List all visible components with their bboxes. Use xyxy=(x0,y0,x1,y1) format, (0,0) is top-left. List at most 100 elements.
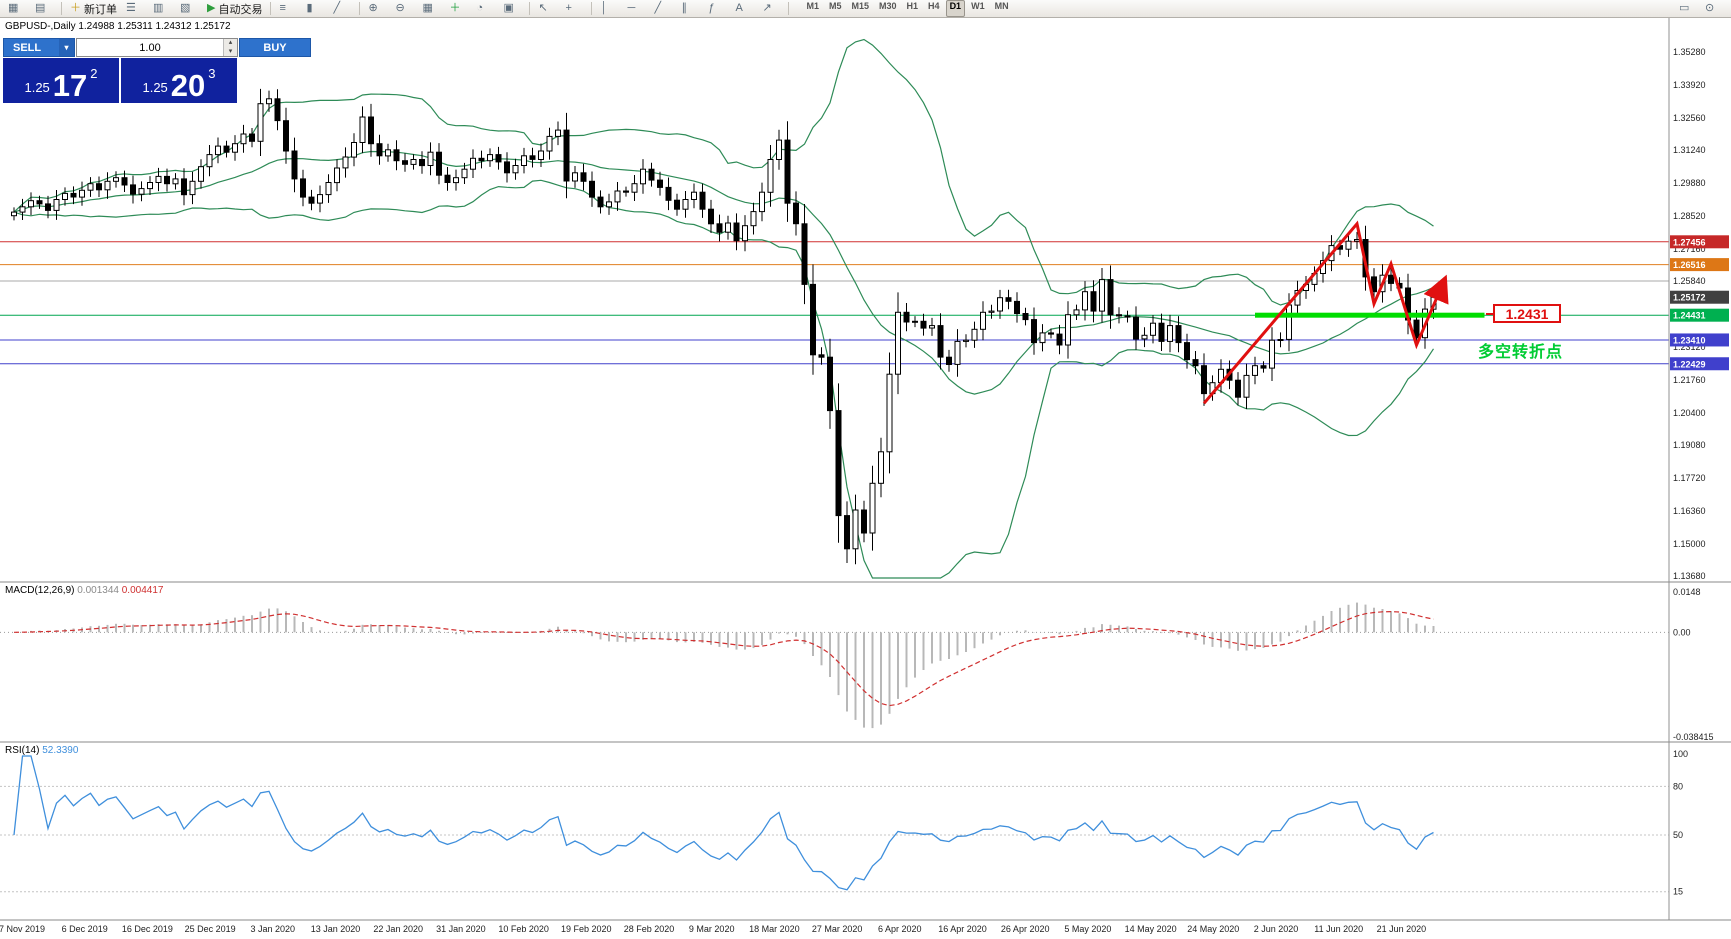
arrows-icon[interactable]: ↗ xyxy=(762,2,772,14)
date-axis-label: 14 May 2020 xyxy=(1125,924,1177,934)
ask-price-big: 20 xyxy=(170,67,206,103)
toolbar-separator xyxy=(788,2,790,15)
price-level-annotation[interactable]: 1.2431 xyxy=(1486,304,1561,323)
macd-signal-line xyxy=(13,610,1434,707)
timeframe-m30[interactable]: M30 xyxy=(879,1,897,11)
fibonacci-icon[interactable]: ƒ xyxy=(708,2,715,14)
zoom-in-icon[interactable]: ⊕ xyxy=(368,2,378,14)
navigator-icon[interactable]: ▧ xyxy=(180,2,191,14)
price-axis-tick: 1.33920 xyxy=(1673,80,1706,90)
profiles-icon[interactable]: ▤ xyxy=(35,2,46,14)
macd-indicator-label: MACD(12,26,9) 0.001344 0.004417 xyxy=(5,585,164,596)
price-axis-tick: 1.20400 xyxy=(1673,408,1706,418)
support-level-segment[interactable] xyxy=(1255,312,1485,318)
price-axis-tick: 1.32560 xyxy=(1673,113,1706,123)
sell-button[interactable]: SELL ▾ xyxy=(3,38,75,57)
timeframe-h4[interactable]: H4 xyxy=(928,1,940,11)
timeframe-toolbar: M1 M5 M15 M30 H1 H4 D1 W1 MN xyxy=(801,0,1013,17)
price-tag xyxy=(1670,290,1729,304)
bid-price-button[interactable]: 1.25 17 2 xyxy=(3,58,119,103)
timeframe-m5[interactable]: M5 xyxy=(828,1,842,11)
chart-canvas[interactable]: 0.0148 0.00 -0.038415 100 80 50 15 1.35280 1.339… xyxy=(0,18,1731,939)
toolbar-right-icons: ▭ ⊙ xyxy=(1675,0,1727,18)
timeframe-m15[interactable]: M15 xyxy=(851,1,870,11)
market-watch-icon[interactable]: ☰ xyxy=(126,2,136,14)
bollinger-lower-band xyxy=(13,179,1435,579)
timeframe-m1[interactable]: M1 xyxy=(806,1,819,11)
horizontal-line-icon[interactable]: ─ xyxy=(627,2,636,14)
date-axis-label: 6 Apr 2020 xyxy=(878,924,922,934)
volume-input[interactable] xyxy=(77,39,223,56)
data-window-icon[interactable]: ▥ xyxy=(153,2,164,14)
candlesticks xyxy=(11,88,1437,565)
symbol-ohlc-info: GBPUSD-,Daily 1.24988 1.25311 1.24312 1.… xyxy=(5,21,231,32)
date-axis-label: 10 Feb 2020 xyxy=(498,924,549,934)
bid-price-big: 17 xyxy=(52,67,88,103)
price-axis-tick: 1.19080 xyxy=(1673,440,1706,450)
volume-spinner: ▴ ▾ xyxy=(223,39,237,56)
new-chart-icon[interactable]: ▦ xyxy=(8,2,19,14)
macd-axis-label: -0.038415 xyxy=(1673,732,1714,742)
tile-windows-icon[interactable]: ▦ xyxy=(422,2,433,14)
buy-button[interactable]: BUY xyxy=(239,38,311,57)
date-axis-label: 24 May 2020 xyxy=(1187,924,1239,934)
ask-price-small: 1.25 xyxy=(142,80,168,95)
indicators-icon[interactable]: ＋ xyxy=(449,2,461,14)
timeframe-mn[interactable]: MN xyxy=(994,1,1009,11)
date-axis-label: 26 Apr 2020 xyxy=(1001,924,1050,934)
date-axis-label: 13 Jan 2020 xyxy=(311,924,361,934)
chart-window[interactable]: 0.0148 0.00 -0.038415 100 80 50 15 1.35280 1.339… xyxy=(0,18,1731,939)
ask-price-button[interactable]: 1.25 20 3 xyxy=(121,58,237,103)
periods-icon[interactable]: ◔ xyxy=(476,2,484,14)
date-axis-label: 3 Jan 2020 xyxy=(251,924,296,934)
toolbar-separator xyxy=(591,2,593,15)
price-tag-label: 1.27456 xyxy=(1673,237,1706,247)
line-chart-icon[interactable]: ╱ xyxy=(333,2,341,14)
date-axis-label: 9 Mar 2020 xyxy=(689,924,735,934)
rsi-axis-label: 15 xyxy=(1673,887,1683,897)
price-axis-tick: 1.28520 xyxy=(1673,211,1706,221)
chart-list-icon[interactable]: ▭ xyxy=(1679,2,1690,14)
price-axis-tick: 1.21760 xyxy=(1673,375,1706,385)
date-axis-label: 19 Feb 2020 xyxy=(561,924,612,934)
turning-point-annotation[interactable]: 多空转折点 xyxy=(1478,344,1564,361)
timeframe-w1[interactable]: W1 xyxy=(971,1,985,11)
main-toolbar: ▦ ▤ ＋新订单 ☰ ▥ ▧ ▶ 自动交易 ≡ ▮ ╱ ⊕ ⊖ ▦ ＋ ◔ ▣ ↖ + │ ─ ╱ ∥ ƒ A ↗ M1 M5 M15… xyxy=(0,0,1731,18)
timeframe-h1[interactable]: H1 xyxy=(906,1,919,11)
price-axis-tick: 1.29880 xyxy=(1673,178,1706,188)
sell-button-label: SELL xyxy=(13,41,42,54)
timeframe-d1[interactable]: D1 xyxy=(945,0,966,17)
toolbar-separator xyxy=(270,2,272,15)
rsi-axis-label: 100 xyxy=(1673,749,1688,759)
buy-button-label: BUY xyxy=(263,41,287,54)
bar-chart-icon[interactable]: ≡ xyxy=(279,2,286,14)
sell-dropdown-icon[interactable]: ▾ xyxy=(59,39,74,56)
new-order-button[interactable]: ＋新订单 xyxy=(70,2,117,16)
text-icon[interactable]: A xyxy=(735,2,743,14)
crosshair-icon[interactable]: + xyxy=(565,2,572,14)
channel-icon[interactable]: ∥ xyxy=(681,2,687,14)
price-axis-tick: 1.23120 xyxy=(1673,342,1706,352)
price-axis-tick: 1.15000 xyxy=(1673,539,1706,549)
volume-down-icon[interactable]: ▾ xyxy=(224,47,237,56)
date-axis-label: 16 Apr 2020 xyxy=(938,924,987,934)
cursor-icon[interactable]: ↖ xyxy=(538,2,548,14)
trendline-icon[interactable]: ╱ xyxy=(654,2,662,14)
price-axis-tick: 1.27160 xyxy=(1673,244,1706,254)
trend-zigzag-arrow[interactable] xyxy=(1202,220,1449,405)
autotrading-button[interactable]: ▶ 自动交易 xyxy=(207,2,263,16)
macd-histogram xyxy=(13,602,1435,729)
zoom-out-icon[interactable]: ⊖ xyxy=(395,2,405,14)
templates-icon[interactable]: ▣ xyxy=(503,2,514,14)
date-axis-label: 25 Dec 2019 xyxy=(185,924,236,934)
volume-up-icon[interactable]: ▴ xyxy=(224,39,237,48)
price-axis-tick: 1.31240 xyxy=(1673,145,1706,155)
rsi-axis-label: 80 xyxy=(1673,781,1683,791)
candlestick-chart-icon[interactable]: ▮ xyxy=(306,2,313,14)
vertical-line-icon[interactable]: │ xyxy=(600,2,608,14)
rsi-indicator-label: RSI(14) 52.3390 xyxy=(5,745,79,756)
date-axis-label: 18 Mar 2020 xyxy=(749,924,800,934)
quick-search-icon[interactable]: ⊙ xyxy=(1705,2,1715,14)
date-axis-label: 27 Mar 2020 xyxy=(812,924,863,934)
